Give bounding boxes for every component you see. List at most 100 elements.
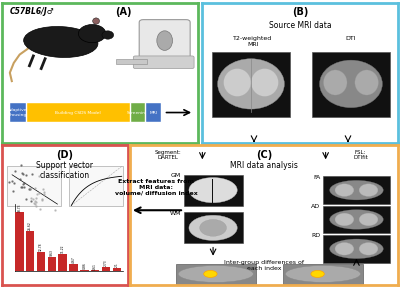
Point	[19, 185, 25, 190]
Bar	[184, 213, 242, 243]
Point	[10, 188, 16, 193]
Ellipse shape	[330, 180, 383, 200]
Point	[33, 196, 39, 200]
Ellipse shape	[78, 24, 106, 43]
Ellipse shape	[224, 69, 251, 96]
Text: Inter-group differences of
each index: Inter-group differences of each index	[224, 260, 304, 271]
Bar	[323, 206, 390, 234]
Text: Source MRI data: Source MRI data	[269, 21, 331, 30]
Point	[26, 186, 32, 191]
Bar	[184, 175, 242, 206]
Ellipse shape	[24, 26, 98, 58]
FancyBboxPatch shape	[176, 264, 256, 284]
Text: DTI: DTI	[346, 36, 356, 41]
Text: Adaptive
housing: Adaptive housing	[8, 108, 28, 117]
Text: 12.78: 12.78	[39, 242, 43, 251]
Bar	[146, 103, 161, 122]
Point	[40, 192, 47, 197]
Point	[6, 180, 12, 185]
Point	[30, 197, 36, 201]
Point	[23, 197, 30, 202]
Point	[41, 190, 48, 194]
Ellipse shape	[178, 266, 253, 282]
Text: Segment:
DARTEL: Segment: DARTEL	[154, 150, 181, 160]
Ellipse shape	[189, 215, 237, 240]
Point	[27, 185, 33, 190]
Bar	[91, 270, 100, 271]
Point	[52, 207, 58, 212]
Point	[18, 162, 24, 167]
Bar	[212, 52, 290, 118]
Bar	[130, 103, 145, 122]
Point	[28, 199, 34, 203]
Bar	[15, 213, 24, 271]
Bar	[26, 231, 34, 271]
Text: Support vector
classification: Support vector classification	[36, 161, 94, 180]
Bar	[27, 103, 130, 122]
Text: GM: GM	[171, 173, 181, 178]
FancyBboxPatch shape	[283, 264, 363, 284]
Bar	[69, 264, 78, 271]
Point	[21, 181, 28, 185]
Text: 0.61: 0.61	[93, 263, 97, 270]
Text: FSL:
DTIfit: FSL: DTIfit	[353, 150, 368, 160]
Text: (A): (A)	[115, 7, 132, 17]
Bar	[48, 257, 56, 271]
Point	[22, 173, 29, 177]
FancyBboxPatch shape	[139, 20, 190, 64]
Point	[16, 177, 23, 182]
Point	[20, 181, 26, 186]
Ellipse shape	[218, 59, 284, 109]
Text: C57BL6/J♂: C57BL6/J♂	[10, 7, 54, 16]
Point	[36, 207, 43, 211]
Point	[30, 201, 37, 205]
Point	[18, 170, 25, 175]
Ellipse shape	[251, 69, 278, 96]
Text: FA: FA	[313, 175, 320, 180]
Text: Building CSDS Model: Building CSDS Model	[56, 111, 101, 115]
Text: Screening: Screening	[127, 111, 149, 115]
Text: 0.86: 0.86	[82, 262, 86, 269]
Point	[34, 192, 40, 197]
Ellipse shape	[93, 18, 100, 24]
Ellipse shape	[324, 70, 347, 95]
Point	[27, 187, 33, 192]
Bar	[116, 59, 147, 64]
Text: 38.73: 38.73	[17, 203, 21, 212]
Ellipse shape	[359, 242, 378, 255]
Point	[29, 172, 35, 176]
Point	[10, 181, 17, 186]
Ellipse shape	[359, 213, 378, 226]
Text: 11.22: 11.22	[61, 245, 65, 253]
Point	[38, 198, 45, 202]
Ellipse shape	[200, 219, 226, 236]
Point	[32, 186, 38, 191]
Text: MRI data analysis: MRI data analysis	[230, 161, 298, 170]
Ellipse shape	[286, 266, 360, 282]
Point	[21, 185, 27, 189]
Ellipse shape	[311, 270, 324, 277]
Text: AD: AD	[311, 204, 320, 209]
Ellipse shape	[335, 213, 354, 226]
Point	[31, 202, 38, 206]
Bar	[80, 270, 89, 271]
Text: 2.73: 2.73	[104, 260, 108, 266]
Point	[32, 199, 38, 204]
Ellipse shape	[102, 31, 114, 39]
Text: 2.1: 2.1	[115, 263, 119, 267]
Point	[18, 185, 24, 189]
Bar	[37, 252, 45, 271]
Point	[32, 199, 39, 204]
Ellipse shape	[330, 210, 383, 229]
Text: (B): (B)	[292, 7, 308, 17]
Text: 26.62: 26.62	[28, 221, 32, 230]
Ellipse shape	[330, 239, 383, 259]
Ellipse shape	[335, 242, 354, 255]
Point	[36, 174, 42, 179]
Point	[39, 197, 46, 201]
Point	[40, 187, 46, 191]
Text: T2-weighted
MRI: T2-weighted MRI	[233, 36, 272, 47]
Point	[36, 191, 43, 196]
Bar	[323, 176, 390, 204]
Text: 4.67: 4.67	[72, 257, 76, 264]
